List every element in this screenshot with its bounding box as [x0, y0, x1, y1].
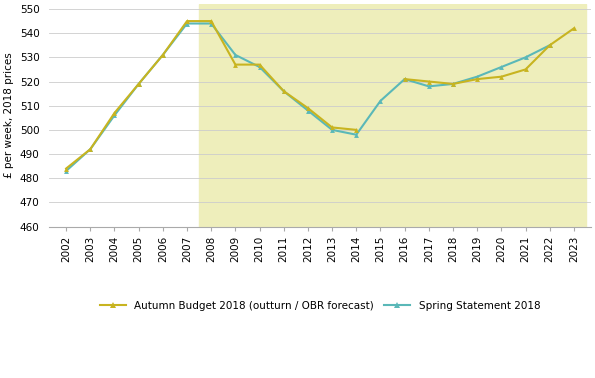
Line: Autumn Budget 2018 (outturn / OBR forecast): Autumn Budget 2018 (outturn / OBR foreca…	[64, 19, 359, 171]
Autumn Budget 2018 (outturn / OBR forecast)	[328, 125, 336, 130]
Spring Statement 2018	[208, 21, 215, 26]
Spring Statement 2018	[449, 82, 456, 86]
Line: Spring Statement 2018: Spring Statement 2018	[64, 21, 552, 174]
Spring Statement 2018	[474, 74, 481, 79]
Spring Statement 2018	[256, 65, 263, 69]
Spring Statement 2018	[401, 77, 408, 81]
Spring Statement 2018	[328, 128, 336, 132]
Autumn Budget 2018 (outturn / OBR forecast)	[208, 19, 215, 23]
Spring Statement 2018	[135, 82, 142, 86]
Autumn Budget 2018 (outturn / OBR forecast)	[280, 89, 287, 93]
Spring Statement 2018	[377, 99, 384, 103]
Spring Statement 2018	[280, 89, 287, 93]
Autumn Budget 2018 (outturn / OBR forecast)	[183, 19, 190, 23]
Autumn Budget 2018 (outturn / OBR forecast)	[232, 62, 239, 67]
Spring Statement 2018	[353, 132, 360, 137]
Spring Statement 2018	[62, 169, 70, 173]
Spring Statement 2018	[183, 21, 190, 26]
Spring Statement 2018	[159, 53, 167, 57]
Autumn Budget 2018 (outturn / OBR forecast)	[353, 128, 360, 132]
Y-axis label: £ per week, 2018 prices: £ per week, 2018 prices	[4, 53, 14, 178]
Autumn Budget 2018 (outturn / OBR forecast)	[135, 82, 142, 86]
Spring Statement 2018	[498, 65, 505, 69]
Spring Statement 2018	[425, 84, 433, 88]
Autumn Budget 2018 (outturn / OBR forecast)	[256, 62, 263, 67]
Spring Statement 2018	[522, 55, 529, 60]
Autumn Budget 2018 (outturn / OBR forecast)	[305, 106, 312, 110]
Legend: Autumn Budget 2018 (outturn / OBR forecast), Spring Statement 2018: Autumn Budget 2018 (outturn / OBR foreca…	[96, 296, 544, 315]
Autumn Budget 2018 (outturn / OBR forecast)	[87, 147, 94, 152]
Spring Statement 2018	[305, 108, 312, 113]
Bar	[199, 4, 586, 226]
Spring Statement 2018	[87, 147, 94, 152]
Spring Statement 2018	[546, 43, 553, 48]
Autumn Budget 2018 (outturn / OBR forecast)	[111, 111, 118, 115]
Spring Statement 2018	[232, 53, 239, 57]
Autumn Budget 2018 (outturn / OBR forecast)	[62, 166, 70, 171]
Spring Statement 2018	[111, 113, 118, 118]
Autumn Budget 2018 (outturn / OBR forecast)	[159, 53, 167, 57]
